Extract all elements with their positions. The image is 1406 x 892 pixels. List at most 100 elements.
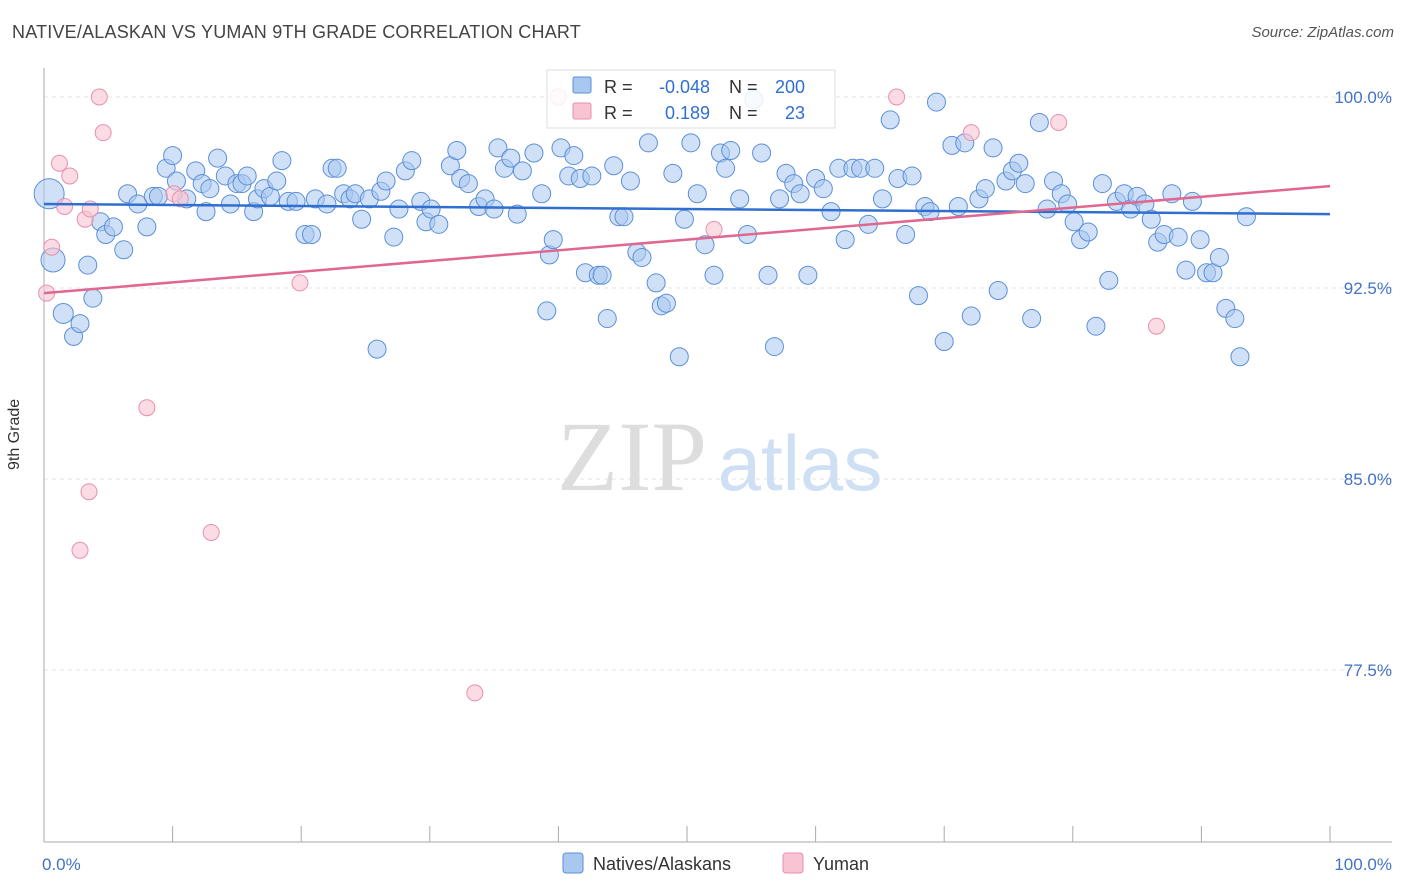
point-native-109: [752, 143, 772, 163]
legend-r-label-2: R =: [604, 103, 633, 123]
point-native-39: [301, 225, 321, 245]
point-native-59: [429, 214, 449, 234]
point-native-159: [1099, 270, 1119, 290]
point-yuman-1: [43, 238, 61, 256]
point-native-69: [501, 148, 521, 168]
point-native-143: [988, 281, 1008, 301]
point-yuman-22: [1147, 317, 1165, 335]
point-native-24: [208, 148, 228, 168]
y-tick-labels: 100.0% 92.5% 85.0% 77.5%: [1334, 88, 1392, 680]
x-tick-label-0: 0.0%: [42, 855, 81, 874]
point-yuman-18: [705, 220, 723, 238]
point-native-147: [1015, 174, 1035, 194]
point-yuman-14: [202, 523, 220, 541]
point-native-156: [1078, 222, 1098, 242]
point-native-112: [770, 189, 790, 209]
point-native-51: [376, 171, 396, 191]
legend-n-value-1: 200: [775, 77, 805, 97]
point-native-119: [821, 202, 841, 222]
point-native-158: [1092, 174, 1112, 194]
trend-line-natives: [43, 202, 1331, 216]
point-native-129: [896, 225, 916, 245]
y-tick-label-1: 92.5%: [1344, 279, 1392, 298]
series-natives-alaskans: [33, 90, 1256, 367]
point-native-127: [880, 110, 900, 130]
watermark-atlas: atlas: [718, 419, 883, 507]
x-tick-labels: 0.0% 100.0%: [42, 855, 1392, 874]
point-native-142: [983, 138, 1003, 158]
point-native-146: [1009, 153, 1029, 173]
point-native-85: [597, 309, 617, 329]
point-native-97: [669, 347, 689, 367]
legend-bottom-label-natives: Natives/Alaskans: [593, 854, 731, 874]
point-native-153: [1058, 194, 1078, 214]
point-native-149: [1029, 112, 1049, 132]
point-native-74: [537, 301, 557, 321]
point-native-88: [614, 207, 634, 227]
point-native-82: [582, 166, 602, 186]
trend-line-yuman: [43, 184, 1331, 295]
point-native-34: [267, 171, 287, 191]
point-native-5: [78, 255, 98, 275]
point-native-2: [52, 302, 74, 324]
point-native-4: [70, 314, 90, 334]
point-native-67: [488, 138, 508, 158]
point-native-95: [656, 293, 676, 313]
point-yuman-4: [61, 167, 79, 185]
point-native-116: [798, 265, 818, 285]
point-native-58: [421, 199, 441, 219]
y-tick-label-3: 77.5%: [1344, 661, 1392, 680]
point-native-15: [148, 186, 168, 206]
point-native-104: [716, 158, 736, 178]
point-native-111: [764, 337, 784, 357]
point-native-93: [646, 273, 666, 293]
point-native-125: [865, 158, 885, 178]
legend-bottom-swatch-pink: [782, 852, 804, 874]
point-native-63: [458, 174, 478, 194]
point-native-99: [681, 133, 701, 153]
legend-r-value-1: -0.048: [659, 77, 710, 97]
point-native-49: [367, 339, 387, 359]
point-native-86: [604, 156, 624, 176]
point-yuman-20: [962, 124, 980, 142]
point-native-71: [512, 161, 532, 181]
point-yuman-3: [56, 198, 74, 216]
series-yuman: [38, 88, 1165, 702]
point-native-101: [695, 235, 715, 255]
point-native-84: [592, 265, 612, 285]
y-tick-label-2: 85.0%: [1344, 470, 1392, 489]
point-native-148: [1022, 309, 1042, 329]
point-native-13: [137, 217, 157, 237]
point-native-170: [1176, 260, 1196, 280]
point-native-72: [524, 143, 544, 163]
point-native-53: [389, 199, 409, 219]
legend-top: R = -0.048 N = 200 R = 0.189 N = 23: [546, 69, 836, 129]
point-yuman-15: [291, 274, 309, 292]
point-native-52: [384, 227, 404, 247]
point-native-165: [1141, 209, 1161, 229]
point-native-131: [908, 286, 928, 306]
point-native-76: [543, 230, 563, 250]
point-native-6: [83, 288, 103, 308]
point-native-10: [114, 240, 134, 260]
point-native-35: [272, 151, 292, 171]
point-yuman-9: [90, 88, 108, 106]
point-native-91: [632, 247, 652, 267]
point-native-41: [317, 194, 337, 214]
point-native-134: [926, 92, 946, 112]
point-native-47: [352, 209, 372, 229]
trend-lines: [43, 184, 1331, 295]
legend-n-label-1: N =: [729, 77, 758, 97]
point-native-17: [163, 146, 183, 166]
x-tick-label-1: 100.0%: [1334, 855, 1392, 874]
chart-title: NATIVE/ALASKAN VS YUMAN 9TH GRADE CORREL…: [12, 22, 581, 42]
legend-bottom: Natives/Alaskans Yuman: [562, 852, 869, 874]
point-yuman-13: [171, 190, 189, 208]
point-native-43: [327, 158, 347, 178]
legend-bottom-label-yuman: Yuman: [813, 854, 869, 874]
point-native-141: [975, 179, 995, 199]
point-native-96: [663, 163, 683, 183]
point-yuman-5: [71, 541, 89, 559]
point-native-126: [872, 189, 892, 209]
point-native-92: [638, 133, 658, 153]
